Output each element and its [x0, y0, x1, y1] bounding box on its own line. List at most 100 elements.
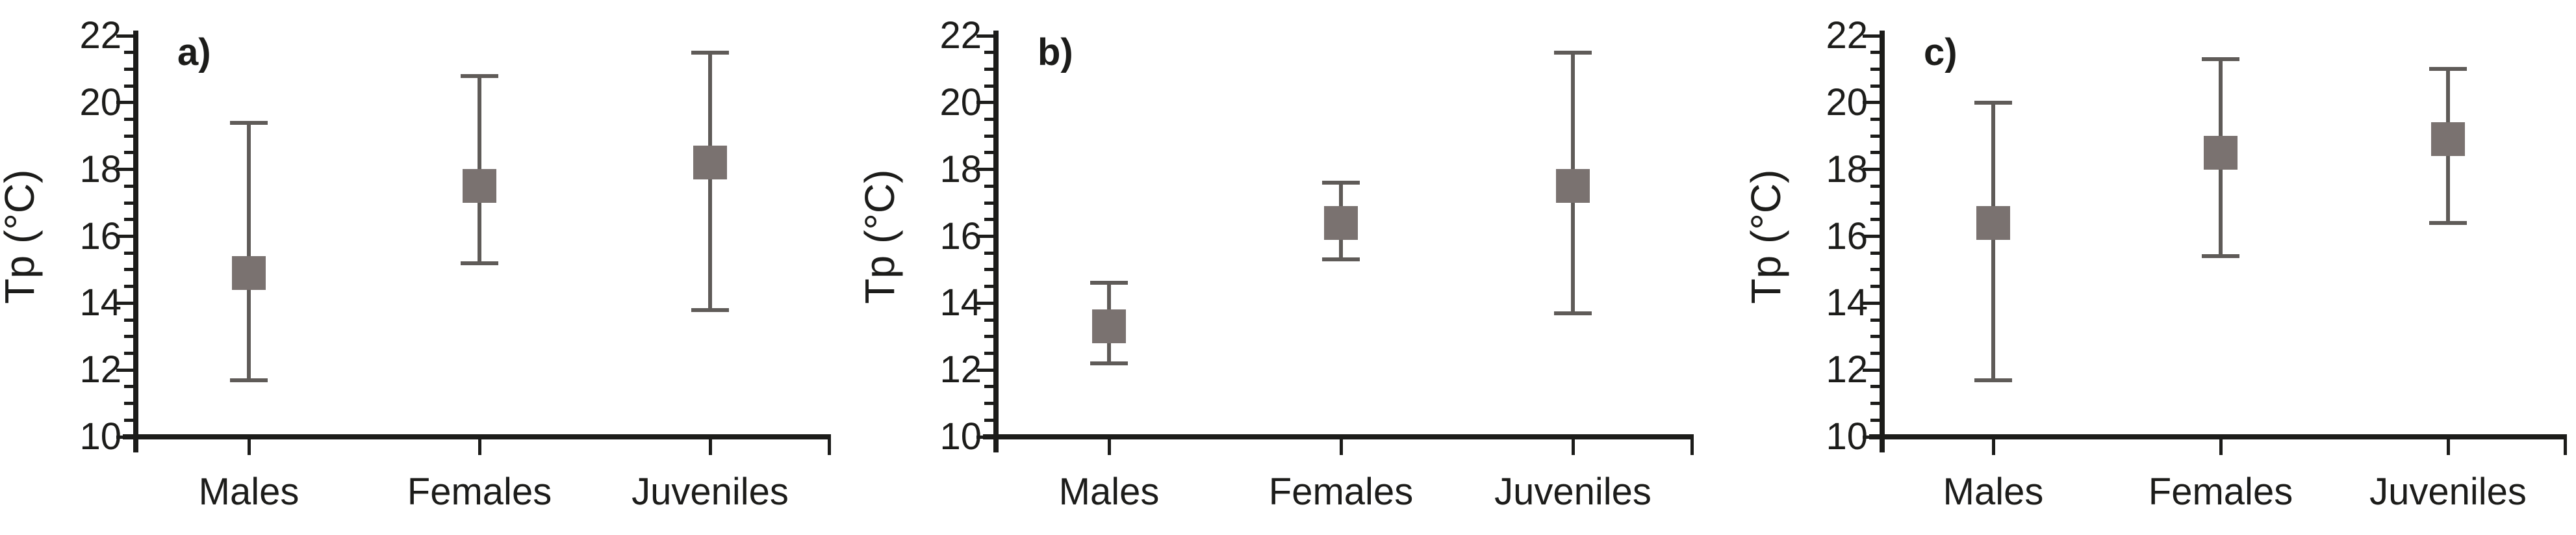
y-axis-minor-tick [1870, 185, 1880, 188]
y-axis-minor-tick [124, 419, 133, 422]
x-axis-category-tick [2446, 439, 2450, 455]
y-axis-major-tick [976, 168, 993, 171]
y-axis-minor-tick [1870, 252, 1880, 255]
y-axis-minor-tick [1870, 218, 1880, 221]
y-axis-minor-tick [984, 68, 993, 71]
mean-marker-square [463, 169, 496, 203]
y-axis-minor-tick [124, 218, 133, 221]
y-axis-tick-label: 14 [1826, 281, 1868, 324]
error-bar-cap-bottom [2429, 221, 2467, 225]
y-axis-minor-tick [984, 202, 993, 205]
y-axis-major-tick [976, 302, 993, 305]
y-axis-major-tick [1863, 369, 1880, 372]
y-axis-minor-tick [1870, 68, 1880, 71]
y-axis-tick-label: 10 [79, 415, 121, 458]
y-axis-tick-label: 16 [939, 215, 982, 257]
y-axis-tick-label: 10 [939, 415, 982, 458]
x-axis-category-tick [1339, 439, 1343, 455]
x-axis-category-label: Males [1943, 471, 2044, 513]
y-axis-tick-label: 14 [79, 281, 121, 324]
error-bar-cap-bottom [2202, 254, 2239, 258]
y-axis-tick-label: 18 [939, 148, 982, 190]
y-axis-tick-label: 22 [939, 14, 982, 57]
y-axis-minor-tick [1870, 151, 1880, 154]
y-axis-major-tick [1863, 302, 1880, 305]
x-axis-line [123, 434, 831, 439]
error-bar-cap-top [461, 74, 498, 78]
error-bar-cap-bottom [1554, 311, 1592, 315]
error-bar-line [708, 53, 712, 310]
y-axis-minor-tick [124, 268, 133, 271]
y-axis-minor-tick [124, 68, 133, 71]
x-axis-category-label: Females [1268, 471, 1414, 513]
y-axis-minor-tick [124, 185, 133, 188]
y-axis-minor-tick [984, 268, 993, 271]
y-axis-minor-tick [124, 135, 133, 138]
x-axis-category-tick [247, 439, 251, 455]
y-axis-minor-tick [984, 385, 993, 388]
error-bar-cap-bottom [1322, 257, 1360, 261]
x-axis-category-tick [708, 439, 712, 455]
y-axis-minor-tick [1870, 402, 1880, 405]
y-axis-minor-tick [984, 352, 993, 355]
x-axis-category-tick [1107, 439, 1111, 455]
y-axis-line [133, 31, 138, 452]
y-axis-minor-tick [124, 51, 133, 54]
y-axis-tick-label: 22 [79, 14, 121, 57]
y-axis-major-tick [1863, 168, 1880, 171]
panel-letter: b) [1038, 31, 1073, 73]
mean-marker-square [1324, 206, 1358, 240]
y-axis-tick-label: 12 [939, 348, 982, 391]
x-axis-category-tick [2219, 439, 2223, 455]
y-axis-line [993, 31, 999, 452]
error-bar-cap-bottom [1090, 361, 1128, 365]
error-bar-cap-top [230, 121, 268, 125]
y-axis-tick-label: 16 [1826, 215, 1868, 257]
y-axis-tick-label: 20 [939, 81, 982, 124]
y-axis-minor-tick [984, 252, 993, 255]
y-axis-minor-tick [984, 319, 993, 322]
y-axis-minor-tick [124, 319, 133, 322]
x-axis-category-tick [478, 439, 481, 455]
x-axis-category-label: Females [407, 471, 552, 513]
panel-b: Tp (°C) b) 10 12 14 16 18 20 22 Males Females Juven… [856, 0, 1717, 535]
y-axis-minor-tick [984, 335, 993, 338]
y-axis-tick-label: 14 [939, 281, 982, 324]
y-axis-minor-tick [984, 135, 993, 138]
x-axis-category-label: Juveniles [1494, 471, 1651, 513]
x-axis-end-tick [828, 439, 831, 455]
error-bar-cap-top [691, 51, 729, 55]
error-bar-cap-bottom [461, 261, 498, 265]
mean-marker-square [1976, 206, 2010, 240]
y-axis-minor-tick [124, 352, 133, 355]
x-axis-category-tick [1571, 439, 1575, 455]
y-axis-tick-label: 20 [1826, 81, 1868, 124]
y-axis-tick-label: 16 [79, 215, 121, 257]
x-axis-end-tick [2564, 439, 2567, 455]
error-bar-line [1991, 103, 1995, 380]
x-axis-category-label: Males [1058, 471, 1160, 513]
y-axis-minor-tick [124, 118, 133, 121]
y-axis-major-tick [116, 302, 133, 305]
y-axis-tick-label: 22 [1826, 14, 1868, 57]
y-axis-major-tick [976, 235, 993, 238]
mean-marker-square [2431, 122, 2465, 156]
y-axis-minor-tick [984, 402, 993, 405]
panel-a: Tp (°C) a) 10 12 14 16 18 20 22 Males Females Juven… [0, 0, 858, 535]
y-axis-tick-label: 10 [1826, 415, 1868, 458]
error-bar-cap-bottom [1974, 378, 2012, 382]
panel-c: Tp (°C) c) 10 12 14 16 18 20 22 Males Females Juven… [1717, 0, 2576, 535]
y-axis-minor-tick [1870, 268, 1880, 271]
y-axis-minor-tick [124, 385, 133, 388]
y-axis-minor-tick [124, 252, 133, 255]
y-axis-title: Tp (°C) [1742, 169, 1789, 304]
y-axis-minor-tick [1870, 135, 1880, 138]
y-axis-minor-tick [124, 402, 133, 405]
panel-letter: c) [1924, 31, 1958, 73]
y-axis-minor-tick [1870, 352, 1880, 355]
mean-marker-square [693, 146, 727, 179]
y-axis-minor-tick [984, 185, 993, 188]
mean-marker-square [232, 256, 266, 290]
y-axis-major-tick [976, 34, 993, 38]
y-axis-major-tick [116, 369, 133, 372]
